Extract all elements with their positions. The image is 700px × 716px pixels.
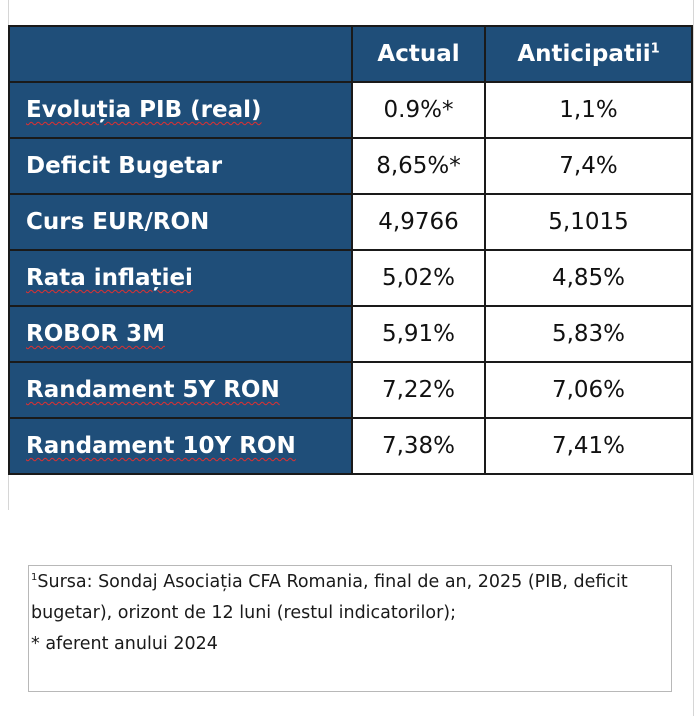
actual-value: 8,65%* [351,137,486,195]
actual-value: 5,02% [351,249,486,307]
economic-indicators-table: Actual Anticipatii1 Evoluția PIB (real) … [8,25,693,475]
header-actual-text: Actual [377,41,460,67]
table-row: Deficit Bugetar 8,65%* 7,4% [8,137,693,195]
row-label-text: Randament 5Y RON [26,377,280,403]
table-row: Evoluția PIB (real) 0.9%* 1,1% [8,81,693,139]
note-line-1-text: Sursa: Sondaj Asociația CFA Romania, fin… [37,572,628,592]
anticipated-value: 4,85% [484,249,693,307]
note-marker: 1 [31,572,38,584]
table-row: Curs EUR/RON 4,9766 5,1015 [8,193,693,251]
row-label-deficit: Deficit Bugetar [8,137,353,195]
header-actual: Actual [351,25,486,83]
anticipated-value: 5,83% [484,305,693,363]
actual-value: 4,9766 [351,193,486,251]
header-anticipated: Anticipatii1 [484,25,693,83]
table-row: Rata inflației 5,02% 4,85% [8,249,693,307]
row-label-text: Curs EUR/RON [26,209,210,235]
row-label-pib: Evoluția PIB (real) [8,81,353,139]
table-header-row: Actual Anticipatii1 [8,25,693,83]
anticipated-value: 7,41% [484,417,693,475]
table-row: Randament 5Y RON 7,22% 7,06% [8,361,693,419]
page-edge-right [693,0,694,716]
source-note-box: 1Sursa: Sondaj Asociația CFA Romania, fi… [28,565,672,692]
row-label-inflatie: Rata inflației [8,249,353,307]
row-label-randament-5y: Randament 5Y RON [8,361,353,419]
anticipated-value: 7,06% [484,361,693,419]
row-label-text: ROBOR 3M [26,321,165,347]
note-line-3: * aferent anului 2024 [31,634,218,654]
header-label-cell [8,25,353,83]
row-label-curs: Curs EUR/RON [8,193,353,251]
anticipated-value: 1,1% [484,81,693,139]
note-line-1: 1Sursa: Sondaj Asociația CFA Romania, fi… [31,567,671,598]
actual-value: 7,22% [351,361,486,419]
row-label-randament-10y: Randament 10Y RON [8,417,353,475]
anticipated-value: 5,1015 [484,193,693,251]
table-row: Randament 10Y RON 7,38% 7,41% [8,417,693,475]
anticipated-value: 7,4% [484,137,693,195]
footnote-marker: 1 [650,41,660,57]
actual-value: 5,91% [351,305,486,363]
row-label-text: Rata inflației [26,265,193,291]
actual-value: 0.9%* [351,81,486,139]
row-label-text: Randament 10Y RON [26,433,296,459]
actual-value: 7,38% [351,417,486,475]
header-anticipated-text: Anticipatii [517,41,651,67]
row-label-text: Deficit Bugetar [26,153,223,179]
row-label-robor: ROBOR 3M [8,305,353,363]
table-row: ROBOR 3M 5,91% 5,83% [8,305,693,363]
row-label-text: Evoluția PIB (real) [26,97,262,123]
note-line-2: bugetar), orizont de 12 luni (restul ind… [31,603,456,623]
